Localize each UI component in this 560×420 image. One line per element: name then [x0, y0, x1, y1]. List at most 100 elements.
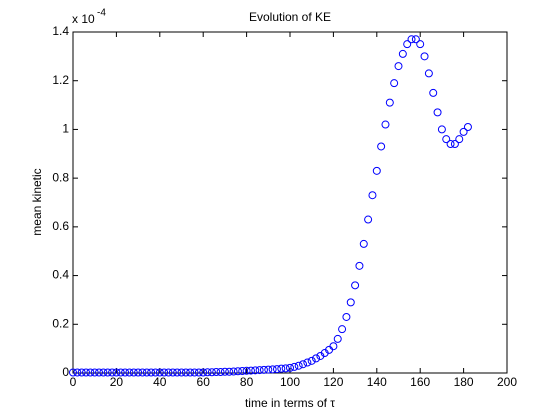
- data-point: [359, 239, 368, 248]
- y-multiplier: x 10: [72, 12, 95, 26]
- data-point: [173, 368, 182, 377]
- data-point: [251, 366, 260, 375]
- data-point: [225, 367, 234, 376]
- data-point: [199, 368, 208, 377]
- data-point: [164, 368, 173, 377]
- data-point: [86, 368, 95, 377]
- data-point: [411, 35, 420, 44]
- data-point: [351, 281, 360, 290]
- chart-title: Evolution of KE: [249, 10, 331, 24]
- data-point: [355, 261, 364, 270]
- y-tick-label: 0.4: [52, 268, 69, 282]
- data-point: [450, 140, 459, 149]
- data-point: [229, 367, 238, 376]
- data-point: [277, 364, 286, 373]
- data-point: [255, 366, 264, 375]
- data-point: [77, 368, 86, 377]
- data-point: [190, 368, 199, 377]
- data-point: [207, 368, 216, 377]
- data-point: [424, 69, 433, 78]
- x-tick-label: 140: [367, 375, 387, 389]
- data-point: [346, 298, 355, 307]
- x-tick-label: 60: [197, 375, 211, 389]
- y-axis-label: mean kinetic: [30, 168, 44, 235]
- data-point: [299, 360, 308, 369]
- y-tick-label: 1.4: [52, 24, 69, 38]
- data-point: [212, 368, 221, 377]
- data-point: [364, 215, 373, 224]
- data-point: [307, 356, 316, 365]
- y-tick-label: 0.2: [52, 316, 69, 330]
- data-point: [381, 120, 390, 129]
- data-point: [129, 368, 138, 377]
- data-point: [416, 40, 425, 49]
- data-point: [238, 367, 247, 376]
- x-tick-label: 80: [240, 375, 254, 389]
- data-point: [446, 140, 455, 149]
- x-tick-label: 20: [110, 375, 124, 389]
- x-tick-label: 180: [454, 375, 474, 389]
- data-point: [125, 368, 134, 377]
- data-point: [407, 35, 416, 44]
- y-tick-label: 1: [62, 122, 69, 136]
- data-point: [303, 358, 312, 367]
- data-point: [246, 366, 255, 375]
- data-point: [259, 365, 268, 374]
- data-point: [294, 361, 303, 370]
- data-point: [168, 368, 177, 377]
- data-point: [203, 368, 212, 377]
- data-point: [116, 368, 125, 377]
- data-point: [333, 334, 342, 343]
- data-point: [160, 368, 169, 377]
- data-point: [112, 368, 121, 377]
- data-point: [437, 125, 446, 134]
- data-point: [216, 368, 225, 377]
- data-point: [459, 127, 468, 136]
- x-tick-label: 40: [153, 375, 167, 389]
- data-point: [142, 368, 151, 377]
- data-point: [286, 363, 294, 372]
- data-point: [95, 368, 104, 377]
- data-point: [316, 351, 325, 360]
- data-point: [390, 79, 399, 88]
- data-point: [82, 368, 91, 377]
- data-point: [398, 49, 407, 58]
- data-point: [151, 368, 160, 377]
- data-point: [186, 368, 195, 377]
- data-point: [403, 40, 412, 49]
- data-point: [177, 368, 186, 377]
- x-tick-label: 200: [497, 375, 517, 389]
- y-tick-label: 1.2: [52, 73, 69, 87]
- data-point: [264, 365, 273, 374]
- data-point: [220, 367, 229, 376]
- data-point: [433, 108, 442, 117]
- data-point: [342, 312, 351, 321]
- data-point: [377, 142, 386, 151]
- data-point: [290, 362, 299, 371]
- x-axis-label: time in terms of τ: [245, 396, 335, 410]
- data-point: [147, 368, 156, 377]
- data-point: [329, 342, 338, 351]
- y-tick-label: 0: [62, 365, 69, 379]
- data-point: [138, 368, 147, 377]
- data-point: [155, 368, 164, 377]
- data-point: [272, 365, 281, 374]
- data-point: [181, 368, 190, 377]
- x-tick-label: 160: [410, 375, 430, 389]
- data-point: [108, 368, 117, 377]
- data-point: [73, 368, 82, 377]
- y-tick-label: 0.8: [52, 170, 69, 184]
- data-point: [372, 166, 381, 175]
- y-exponent: -4: [97, 8, 106, 19]
- data-point: [69, 368, 77, 377]
- data-point: [463, 122, 472, 131]
- data-point: [134, 368, 143, 377]
- data-point: [281, 364, 290, 373]
- data-point: [420, 52, 429, 61]
- data-point: [394, 62, 403, 71]
- x-tick-label: 100: [280, 375, 300, 389]
- y-tick-label: 0.6: [52, 219, 69, 233]
